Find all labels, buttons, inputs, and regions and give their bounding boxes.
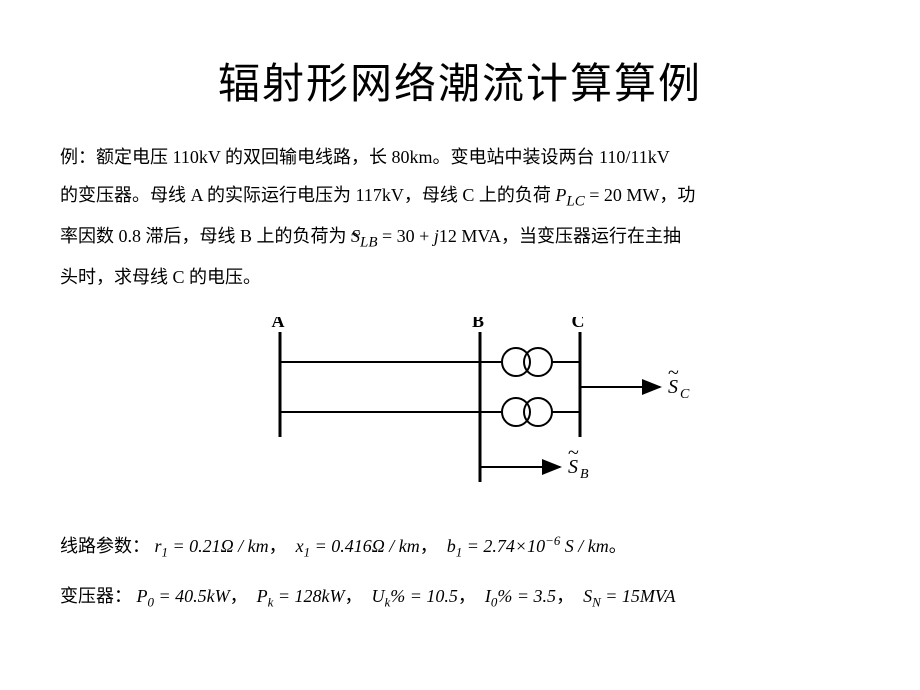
pk-val: = 128kW <box>273 586 344 606</box>
b1-val-a: = 2.74×10 <box>462 536 545 556</box>
uk-sym: U <box>372 586 385 606</box>
p0-sym: P <box>137 586 148 606</box>
plc-formula: PLC = 20 MW <box>555 185 659 205</box>
x1-val: = 0.416Ω / km <box>310 536 420 556</box>
pk-sym: P <box>257 586 268 606</box>
svg-text:S: S <box>568 456 578 478</box>
bus-a-voltage: 117kV <box>356 185 404 205</box>
svg-text:C: C <box>572 317 585 331</box>
svg-text:C: C <box>680 387 690 402</box>
sep: ， <box>230 586 248 606</box>
line-parameters: 线路参数： r1 = 0.21Ω / km， x1 = 0.416Ω / km，… <box>60 527 860 567</box>
b1-val-b: S / km <box>560 536 609 556</box>
sep: ， <box>269 536 287 556</box>
svg-text:S: S <box>668 376 678 398</box>
text: ，当变压器运行在主抽 <box>501 226 681 246</box>
r1-sym: r <box>155 536 162 556</box>
uk-val: = 10.5 <box>405 586 458 606</box>
end: 。 <box>609 536 627 556</box>
page-title: 辐射形网络潮流计算算例 <box>60 50 860 111</box>
text: 的变压器。母线 A 的实际运行电压为 <box>60 185 356 205</box>
line-length: 80km <box>392 147 433 167</box>
text: 的双回输电线路，长 <box>221 147 392 167</box>
sep: ， <box>345 586 363 606</box>
p0-val: = 40.5kW <box>154 586 230 606</box>
sep: ， <box>556 586 574 606</box>
svg-text:A: A <box>272 317 285 331</box>
text: 率因数 0.8 滞后，母线 B 上的负荷为 <box>60 226 351 246</box>
i0-pct: % <box>497 586 512 606</box>
sn-val: = 15MVA <box>601 586 676 606</box>
x1-sym: x <box>296 536 304 556</box>
slb-formula: ~SLB = 30 + j12 MVA <box>351 226 501 246</box>
voltage-rating: 110kV <box>173 147 221 167</box>
text: 例：额定电压 <box>60 147 173 167</box>
text: 。变电站中装设两台 <box>433 147 600 167</box>
text: 头时，求母线 C 的电压。 <box>60 267 261 287</box>
sn-sub: N <box>592 594 601 609</box>
transformer-ratio: 110/11kV <box>599 147 670 167</box>
line-params-label: 线路参数： <box>60 536 150 556</box>
i0-val: = 3.5 <box>512 586 556 606</box>
circuit-diagram: ABC~SC~SB <box>230 317 690 507</box>
b1-exp: −6 <box>545 533 560 548</box>
transformer-parameters: 变压器： P0 = 40.5kW， Pk = 128kW， Uk% = 10.5… <box>60 577 860 617</box>
text: ，功 <box>659 185 695 205</box>
svg-text:B: B <box>472 317 484 331</box>
sn-sym: S <box>583 586 592 606</box>
svg-text:B: B <box>580 467 589 482</box>
problem-statement: 例：额定电压 110kV 的双回输电线路，长 80km。变电站中装设两台 110… <box>60 139 860 297</box>
trans-params-label: 变压器： <box>60 586 132 606</box>
sep: ， <box>458 586 476 606</box>
sep: ， <box>420 536 438 556</box>
r1-val: = 0.21Ω / km <box>168 536 269 556</box>
b1-sym: b <box>447 536 456 556</box>
uk-pct: % <box>390 586 405 606</box>
text: ，母线 C 上的负荷 <box>404 185 556 205</box>
